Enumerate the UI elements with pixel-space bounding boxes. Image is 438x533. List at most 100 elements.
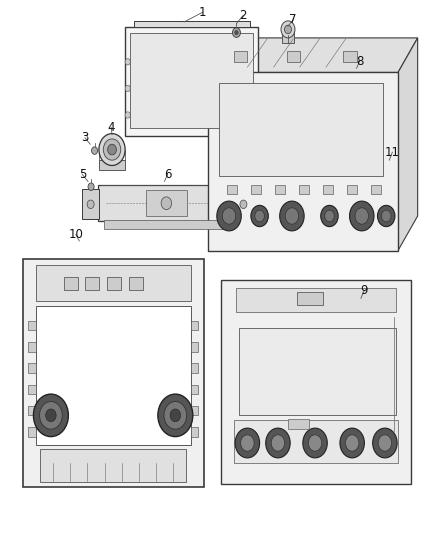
Circle shape bbox=[235, 30, 238, 35]
Text: 6: 6 bbox=[164, 168, 171, 181]
Circle shape bbox=[350, 201, 374, 231]
Bar bbox=[371, 185, 381, 193]
Bar bbox=[191, 384, 198, 394]
Bar bbox=[98, 185, 235, 221]
Circle shape bbox=[303, 428, 327, 458]
Circle shape bbox=[108, 144, 117, 155]
Circle shape bbox=[240, 435, 254, 451]
Text: 3: 3 bbox=[81, 131, 88, 144]
Circle shape bbox=[223, 208, 236, 224]
Circle shape bbox=[381, 210, 391, 222]
Circle shape bbox=[340, 428, 364, 458]
Circle shape bbox=[33, 394, 68, 437]
Circle shape bbox=[321, 205, 338, 227]
Bar bbox=[227, 185, 237, 193]
Circle shape bbox=[46, 409, 56, 422]
Bar bbox=[343, 51, 357, 62]
Circle shape bbox=[235, 428, 260, 458]
Text: 1: 1 bbox=[199, 6, 206, 19]
Circle shape bbox=[125, 59, 131, 65]
Bar bbox=[191, 364, 198, 373]
Bar bbox=[208, 72, 398, 251]
Text: 11: 11 bbox=[385, 146, 400, 159]
Circle shape bbox=[255, 210, 265, 222]
Bar bbox=[146, 190, 187, 216]
Bar bbox=[239, 328, 396, 415]
Bar bbox=[28, 342, 35, 352]
Circle shape bbox=[285, 25, 291, 34]
Bar bbox=[275, 185, 286, 193]
Bar bbox=[191, 406, 198, 415]
Bar bbox=[134, 21, 250, 27]
Bar bbox=[99, 160, 125, 169]
Circle shape bbox=[92, 147, 98, 155]
Bar bbox=[297, 292, 323, 305]
Circle shape bbox=[233, 28, 240, 37]
Bar bbox=[251, 185, 261, 193]
Bar bbox=[221, 280, 411, 484]
Circle shape bbox=[266, 428, 290, 458]
Circle shape bbox=[355, 208, 368, 224]
Bar bbox=[129, 277, 143, 290]
Circle shape bbox=[99, 134, 125, 165]
Circle shape bbox=[240, 200, 247, 208]
Bar bbox=[323, 185, 333, 193]
Bar bbox=[22, 259, 204, 487]
Circle shape bbox=[346, 435, 359, 451]
Bar bbox=[82, 189, 99, 219]
Text: 9: 9 bbox=[360, 285, 368, 297]
Bar bbox=[282, 28, 294, 43]
Bar bbox=[234, 419, 398, 463]
Bar bbox=[104, 220, 229, 229]
Circle shape bbox=[281, 21, 295, 38]
Bar bbox=[191, 342, 198, 352]
Text: 10: 10 bbox=[68, 228, 83, 241]
Polygon shape bbox=[208, 38, 418, 72]
Circle shape bbox=[103, 139, 121, 160]
Circle shape bbox=[88, 183, 94, 190]
Circle shape bbox=[378, 205, 395, 227]
Bar bbox=[288, 419, 310, 429]
Circle shape bbox=[161, 197, 172, 209]
Bar bbox=[347, 185, 357, 193]
Bar bbox=[28, 427, 35, 437]
Bar bbox=[28, 321, 35, 330]
Circle shape bbox=[164, 401, 187, 429]
Bar bbox=[40, 449, 186, 482]
Circle shape bbox=[271, 435, 285, 451]
Circle shape bbox=[158, 394, 193, 437]
Circle shape bbox=[373, 428, 397, 458]
Text: 8: 8 bbox=[356, 55, 363, 68]
Circle shape bbox=[308, 435, 322, 451]
Bar bbox=[85, 277, 99, 290]
Bar bbox=[28, 364, 35, 373]
Bar bbox=[28, 384, 35, 394]
Text: 5: 5 bbox=[79, 168, 86, 181]
Bar bbox=[191, 427, 198, 437]
Text: 4: 4 bbox=[107, 120, 115, 134]
Bar bbox=[299, 185, 309, 193]
Text: 7: 7 bbox=[290, 13, 297, 26]
Bar bbox=[219, 83, 383, 176]
Bar bbox=[125, 27, 258, 136]
Circle shape bbox=[280, 201, 304, 231]
Circle shape bbox=[325, 210, 334, 222]
Bar bbox=[234, 51, 247, 62]
Bar bbox=[191, 321, 198, 330]
Circle shape bbox=[125, 85, 131, 92]
Circle shape bbox=[87, 200, 94, 208]
Text: 2: 2 bbox=[239, 9, 247, 22]
Circle shape bbox=[251, 205, 268, 227]
Bar bbox=[131, 33, 253, 128]
Bar bbox=[35, 306, 191, 445]
Bar bbox=[107, 277, 121, 290]
Circle shape bbox=[378, 435, 392, 451]
Bar bbox=[28, 406, 35, 415]
Bar bbox=[234, 189, 251, 219]
Bar bbox=[64, 277, 78, 290]
Circle shape bbox=[217, 201, 241, 231]
Circle shape bbox=[39, 401, 62, 429]
Bar bbox=[35, 265, 191, 301]
Circle shape bbox=[125, 112, 131, 118]
Circle shape bbox=[285, 208, 299, 224]
